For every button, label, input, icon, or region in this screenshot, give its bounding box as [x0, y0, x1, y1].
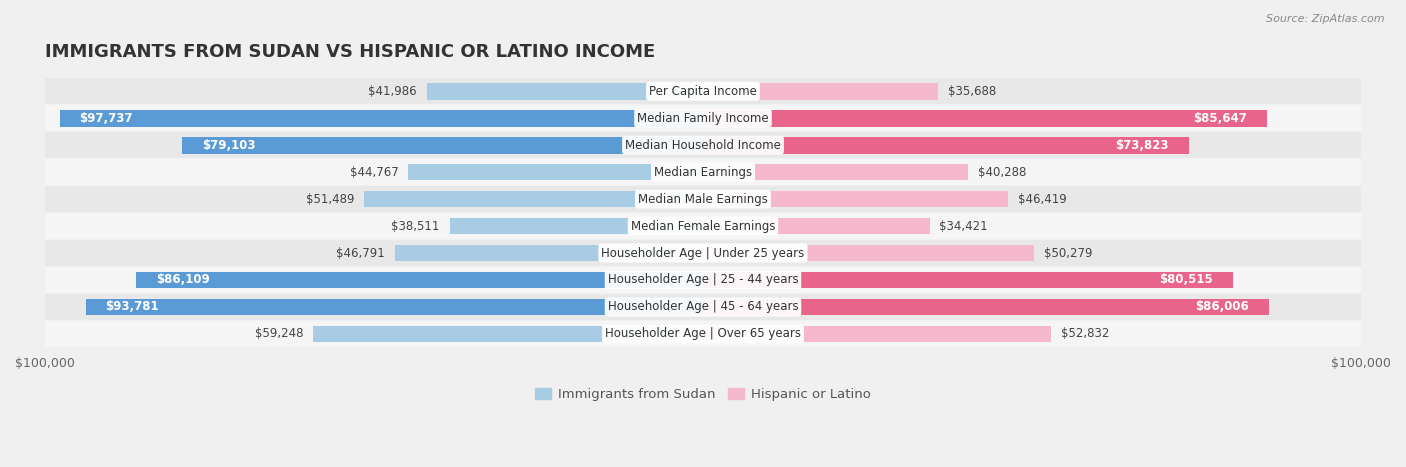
Text: Median Earnings: Median Earnings — [654, 166, 752, 178]
Bar — [703, 272, 1233, 288]
Legend: Immigrants from Sudan, Hispanic or Latino: Immigrants from Sudan, Hispanic or Latin… — [530, 382, 876, 406]
Text: Median Family Income: Median Family Income — [637, 112, 769, 125]
Text: IMMIGRANTS FROM SUDAN VS HISPANIC OR LATINO INCOME: IMMIGRANTS FROM SUDAN VS HISPANIC OR LAT… — [45, 43, 655, 61]
Text: $86,006: $86,006 — [1195, 300, 1250, 313]
Text: $85,647: $85,647 — [1194, 112, 1247, 125]
Bar — [45, 132, 1361, 158]
Text: Per Capita Income: Per Capita Income — [650, 85, 756, 98]
Bar — [703, 83, 938, 99]
Bar — [703, 110, 1267, 127]
Bar — [703, 245, 1033, 262]
Text: $73,823: $73,823 — [1115, 139, 1168, 152]
Text: $86,109: $86,109 — [156, 274, 209, 286]
Text: $93,781: $93,781 — [105, 300, 159, 313]
Text: $79,103: $79,103 — [202, 139, 256, 152]
Text: $80,515: $80,515 — [1160, 274, 1213, 286]
Text: $51,489: $51,489 — [305, 192, 354, 205]
Text: Source: ZipAtlas.com: Source: ZipAtlas.com — [1267, 14, 1385, 24]
Text: $50,279: $50,279 — [1043, 247, 1092, 260]
Bar — [136, 272, 703, 288]
Bar — [183, 137, 703, 154]
Text: Median Female Earnings: Median Female Earnings — [631, 219, 775, 233]
Bar — [703, 298, 1270, 315]
Text: Householder Age | 25 - 44 years: Householder Age | 25 - 44 years — [607, 274, 799, 286]
Text: $46,419: $46,419 — [1018, 192, 1067, 205]
Bar — [45, 294, 1361, 320]
Text: $41,986: $41,986 — [368, 85, 416, 98]
Bar — [314, 325, 703, 342]
Text: $38,511: $38,511 — [391, 219, 440, 233]
Bar — [703, 218, 929, 234]
Bar — [60, 110, 703, 127]
Bar — [45, 321, 1361, 347]
Bar — [426, 83, 703, 99]
Bar — [408, 164, 703, 180]
Bar — [45, 240, 1361, 266]
Text: $52,832: $52,832 — [1060, 327, 1109, 340]
Bar — [703, 137, 1189, 154]
Bar — [86, 298, 703, 315]
Bar — [703, 191, 1008, 207]
Bar — [45, 105, 1361, 131]
Bar — [450, 218, 703, 234]
Bar — [395, 245, 703, 262]
Text: Householder Age | Over 65 years: Householder Age | Over 65 years — [605, 327, 801, 340]
Text: $97,737: $97,737 — [80, 112, 134, 125]
Text: $40,288: $40,288 — [979, 166, 1026, 178]
Text: $59,248: $59,248 — [254, 327, 304, 340]
Text: Median Male Earnings: Median Male Earnings — [638, 192, 768, 205]
Bar — [45, 159, 1361, 185]
Text: $35,688: $35,688 — [948, 85, 995, 98]
Bar — [703, 164, 969, 180]
Text: $46,791: $46,791 — [336, 247, 385, 260]
Bar — [45, 186, 1361, 212]
Text: Householder Age | Under 25 years: Householder Age | Under 25 years — [602, 247, 804, 260]
Bar — [45, 213, 1361, 239]
Text: $34,421: $34,421 — [939, 219, 988, 233]
Text: $44,767: $44,767 — [350, 166, 398, 178]
Bar — [45, 78, 1361, 104]
Bar — [703, 325, 1050, 342]
Bar — [364, 191, 703, 207]
Text: Median Household Income: Median Household Income — [626, 139, 780, 152]
Text: Householder Age | 45 - 64 years: Householder Age | 45 - 64 years — [607, 300, 799, 313]
Bar — [45, 267, 1361, 293]
